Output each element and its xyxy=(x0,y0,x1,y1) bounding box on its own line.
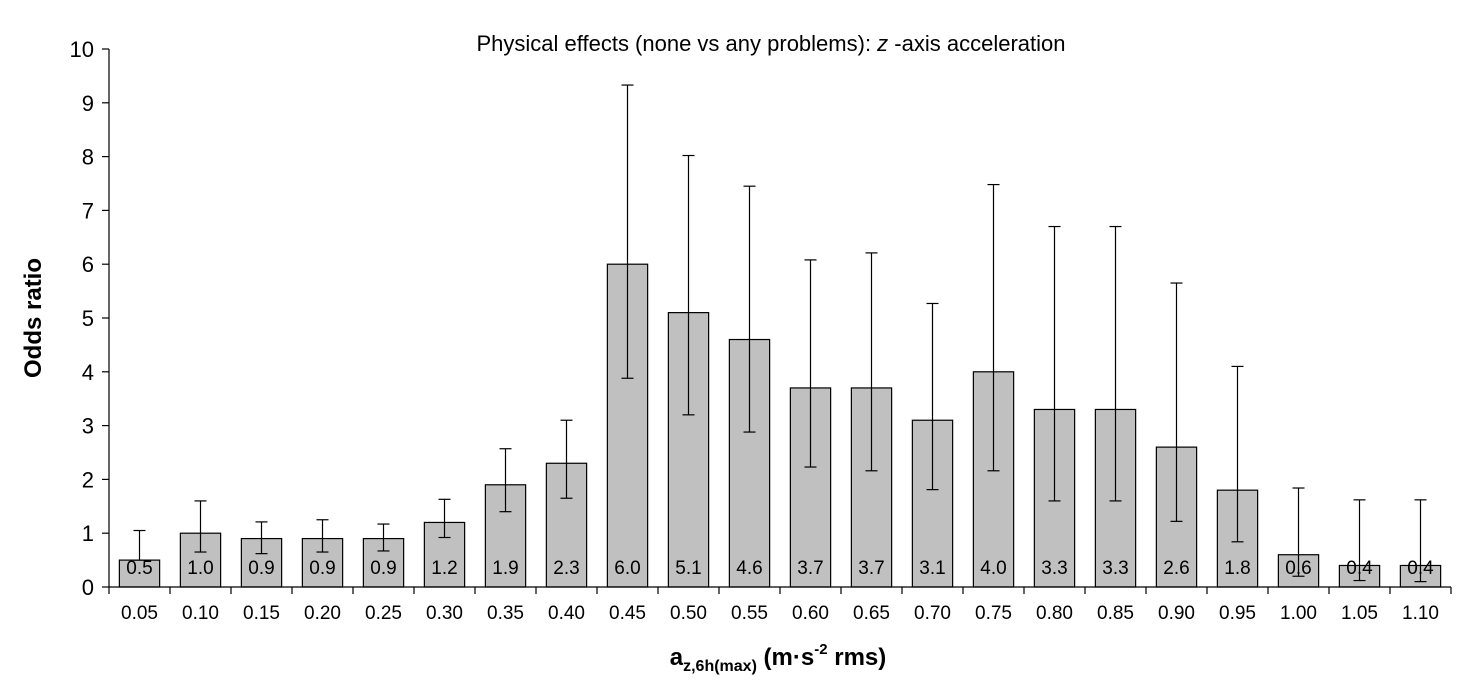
x-tick-label: 0.25 xyxy=(365,603,402,624)
x-tick-label: 0.05 xyxy=(121,603,158,624)
x-tick-label: 0.70 xyxy=(914,603,951,624)
y-tick-label: 0 xyxy=(82,575,94,600)
data-label: 3.3 xyxy=(1102,558,1128,579)
data-label: 0.6 xyxy=(1285,558,1311,579)
data-label: 1.2 xyxy=(431,558,457,579)
data-label: 2.3 xyxy=(553,558,579,579)
y-tick-label: 4 xyxy=(82,360,94,385)
x-tick-label: 1.10 xyxy=(1402,603,1439,624)
y-tick-label: 6 xyxy=(82,252,94,277)
x-tick-label: 0.95 xyxy=(1219,603,1256,624)
x-tick-label: 0.15 xyxy=(243,603,280,624)
x-tick-label: 0.20 xyxy=(304,603,341,624)
x-tick-label: 1.00 xyxy=(1280,603,1317,624)
x-tick-label: 0.40 xyxy=(548,603,585,624)
data-label: 6.0 xyxy=(614,558,640,579)
data-label: 1.0 xyxy=(187,558,213,579)
x-tick-label: 0.50 xyxy=(670,603,707,624)
x-axis-label: az,6h(max) (m·s-2 rms) xyxy=(670,641,887,675)
y-tick-label: 8 xyxy=(82,145,94,170)
x-tick-label: 0.85 xyxy=(1097,603,1134,624)
x-tick-label: 0.30 xyxy=(426,603,463,624)
chart-title: Physical effects (none vs any problems):… xyxy=(477,31,1066,56)
y-tick-label: 1 xyxy=(82,521,94,546)
data-label: 0.9 xyxy=(370,558,396,579)
y-tick-label: 3 xyxy=(82,414,94,439)
x-tick-label: 0.35 xyxy=(487,603,524,624)
y-axis-label: Odds ratio xyxy=(20,258,47,378)
y-tick-label: 5 xyxy=(82,306,94,331)
data-label: 3.1 xyxy=(919,558,945,579)
y-tick-label: 7 xyxy=(82,198,94,223)
x-tick-label: 0.10 xyxy=(182,603,219,624)
x-tick-label: 0.45 xyxy=(609,603,646,624)
data-label: 1.8 xyxy=(1224,558,1250,579)
data-label: 0.5 xyxy=(126,558,152,579)
x-tick-label: 0.80 xyxy=(1036,603,1073,624)
data-label: 1.9 xyxy=(492,558,518,579)
data-label: 4.6 xyxy=(736,558,762,579)
bar xyxy=(118,559,161,588)
data-label: 3.7 xyxy=(858,558,884,579)
data-label: 0.4 xyxy=(1346,558,1373,579)
data-label: 4.0 xyxy=(980,558,1006,579)
plot-area: 0.5 1.0 0.9 0.9 0.9 1.2 1.9 2.3 6.0 5.1 4.6 3.7 3.7 3… xyxy=(70,37,1452,624)
x-tick-label: 0.90 xyxy=(1158,603,1195,624)
data-label: 0.9 xyxy=(248,558,274,579)
data-label: 5.1 xyxy=(675,558,701,579)
data-label: 2.6 xyxy=(1163,558,1189,579)
x-tick-label: 0.60 xyxy=(792,603,829,624)
x-tick-label: 0.65 xyxy=(853,603,890,624)
data-label: 3.7 xyxy=(797,558,823,579)
data-label: 0.9 xyxy=(309,558,335,579)
y-tick-label: 2 xyxy=(82,467,94,492)
x-tick-label: 1.05 xyxy=(1341,603,1378,624)
y-tick-label: 9 xyxy=(82,91,94,116)
y-tick-label: 10 xyxy=(70,37,94,62)
x-tick-label: 0.55 xyxy=(731,603,768,624)
data-label: 3.3 xyxy=(1041,558,1067,579)
data-label: 0.4 xyxy=(1407,558,1434,579)
x-tick-label: 0.75 xyxy=(975,603,1012,624)
